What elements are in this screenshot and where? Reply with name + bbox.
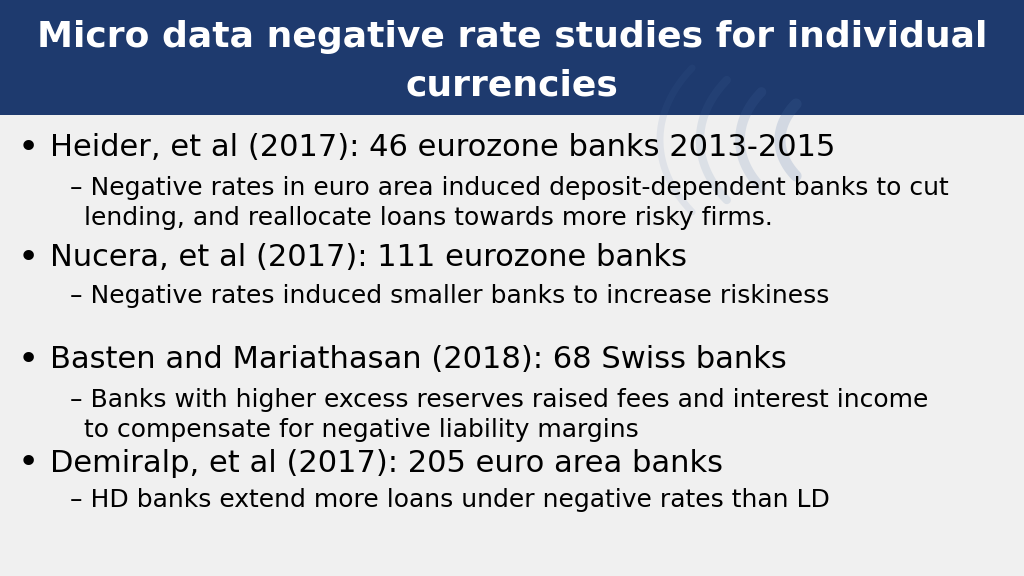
Text: •: • [17,446,39,480]
Text: •: • [17,343,39,377]
Text: Basten and Mariathasan (2018): 68 Swiss banks: Basten and Mariathasan (2018): 68 Swiss … [50,346,786,374]
Bar [0,0,1024,115]
Text: to compensate for negative liability margins: to compensate for negative liability mar… [84,418,639,442]
Text: – Banks with higher excess reserves raised fees and interest income: – Banks with higher excess reserves rais… [70,388,929,412]
Text: – HD banks extend more loans under negative rates than LD: – HD banks extend more loans under negat… [70,488,829,512]
Text: lending, and reallocate loans towards more risky firms.: lending, and reallocate loans towards mo… [84,206,773,230]
Text: •: • [17,131,39,165]
Text: Micro data negative rate studies for individual: Micro data negative rate studies for ind… [37,20,987,54]
Text: Heider, et al (2017): 46 eurozone banks 2013-2015: Heider, et al (2017): 46 eurozone banks … [50,134,836,162]
Text: •: • [17,241,39,275]
Text: – Negative rates induced smaller banks to increase riskiness: – Negative rates induced smaller banks t… [70,284,829,308]
Text: – Negative rates in euro area induced deposit-dependent banks to cut: – Negative rates in euro area induced de… [70,176,949,200]
Text: currencies: currencies [406,68,618,102]
Text: Nucera, et al (2017): 111 eurozone banks: Nucera, et al (2017): 111 eurozone banks [50,244,687,272]
Text: Demiralp, et al (2017): 205 euro area banks: Demiralp, et al (2017): 205 euro area ba… [50,449,723,478]
